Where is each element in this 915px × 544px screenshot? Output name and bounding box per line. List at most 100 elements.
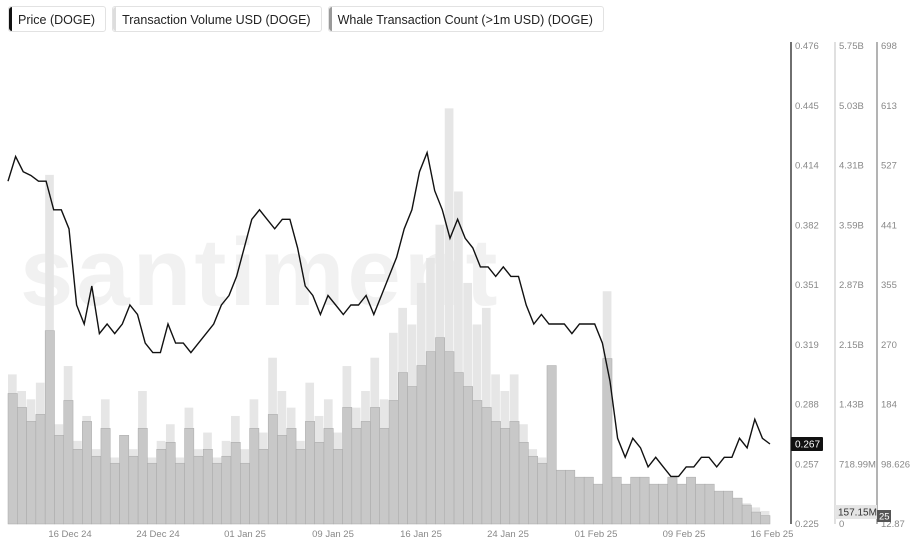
whale-current-badge (877, 510, 891, 522)
whale-bar (518, 442, 529, 525)
whale-bar (137, 428, 148, 525)
whale-bar (425, 351, 436, 525)
legend-item-volume[interactable]: Transaction Volume USD (DOGE) (112, 6, 322, 32)
price-axis-tick-label: 0.476 (795, 41, 819, 52)
whale-bar (323, 428, 334, 525)
whale-bar (686, 476, 696, 525)
legend-item-price[interactable]: Price (DOGE) (8, 6, 107, 32)
whale-axis-tick-label: 184 (881, 400, 897, 411)
whale-bar (407, 386, 418, 525)
whale-axis-tick-label: 12.87 (881, 519, 905, 530)
volume-current-badge (835, 505, 877, 519)
price-line (7, 150, 771, 478)
whale-bar (630, 476, 641, 525)
price-axis-tick-label: 0.351 (795, 280, 819, 291)
price-current-label: 0.267 (795, 440, 820, 451)
whale-bar (732, 497, 743, 525)
whale-bar (537, 462, 548, 525)
whale-bar (593, 483, 603, 525)
legend: Price (DOGE) Transaction Volume USD (DOG… (8, 6, 604, 32)
whale-bar (165, 442, 176, 525)
whale-axis-tick-label: 527 (881, 161, 897, 172)
price-axis-tick-label: 0.288 (795, 400, 819, 411)
whale-bar (175, 462, 185, 525)
whale-bar (277, 435, 288, 525)
whale-current-label: 25 (879, 512, 890, 523)
volume-axis-tick-label: 0 (839, 519, 844, 530)
whale-bar (648, 483, 659, 525)
whale-bar (100, 428, 111, 525)
legend-item-whale[interactable]: Whale Transaction Count (>1m USD) (DOGE) (327, 6, 604, 32)
volume-current-label: 157.15M (838, 508, 877, 519)
x-tick-label: 16 Feb 25 (751, 529, 794, 540)
whale-bar (72, 449, 83, 525)
whale-bar (332, 449, 343, 525)
whale-bar (556, 469, 566, 525)
whale-bar (82, 421, 92, 525)
whale-bar (463, 386, 473, 525)
whale-bars (7, 330, 771, 525)
whale-bar (695, 483, 706, 525)
x-tick-label: 16 Jan 25 (400, 529, 442, 540)
whale-axis-tick-label: 441 (881, 220, 897, 231)
volume-axis-tick-label: 718.99M (839, 459, 876, 470)
whale-bar (398, 372, 408, 525)
whale-bar (35, 414, 46, 525)
whale-bar (713, 490, 724, 525)
whale-bar (267, 414, 278, 525)
whale-bar (240, 462, 250, 525)
volume-axis-tick-label: 3.59B (839, 220, 864, 231)
price-axis-tick-label: 0.445 (795, 101, 819, 112)
whale-bar (360, 421, 371, 525)
volume-bar (454, 191, 463, 525)
axes: 0.476 0.445 0.414 0.382 0.351 0.319 0.288 0.257… (790, 41, 910, 530)
price-axis-tick-label: 0.225 (795, 519, 819, 530)
whale-bar (481, 407, 492, 525)
price-axis-tick-label: 0.414 (795, 161, 819, 172)
whale-bar (528, 455, 538, 525)
whale-bar (416, 365, 427, 525)
whale-bar (565, 469, 576, 525)
whale-bar (751, 511, 761, 525)
whale-bar (370, 407, 380, 525)
legend-label-volume: Transaction Volume USD (DOGE) (122, 13, 311, 27)
whale-axis-tick-label: 98.626 (881, 459, 910, 470)
x-axis-ticks: 16 Dec 24 24 Dec 24 01 Jan 25 09 Jan 25 16 J… (48, 529, 793, 540)
whale-bar (295, 449, 306, 525)
legend-label-whale: Whale Transaction Count (>1m USD) (DOGE) (337, 13, 593, 27)
whale-bar (230, 442, 241, 525)
x-tick-label: 01 Feb 25 (575, 529, 618, 540)
whale-bar (490, 421, 501, 525)
price-axis-tick-label: 0.319 (795, 340, 819, 351)
x-tick-label: 24 Dec 24 (136, 529, 179, 540)
whale-axis-tick-label: 698 (881, 41, 897, 52)
whale-bar (193, 455, 204, 525)
whale-bar (119, 435, 130, 525)
price-current-badge (791, 437, 823, 451)
whale-bar (546, 365, 557, 525)
whale-axis-tick-label: 270 (881, 340, 897, 351)
whale-bar (509, 421, 520, 525)
whale-bar (658, 483, 669, 525)
whale-bar (7, 393, 18, 525)
x-tick-label: 09 Jan 25 (312, 529, 354, 540)
whale-bar (704, 483, 715, 525)
volume-bar (444, 108, 454, 524)
whale-bar (602, 358, 613, 525)
whale-bar (63, 400, 74, 525)
price-axis-tick-label: 0.382 (795, 220, 819, 231)
whale-bar (760, 515, 771, 525)
whale-bar (305, 421, 315, 525)
whale-bar (639, 476, 650, 525)
whale-bar (156, 449, 167, 525)
whale-bar (147, 462, 157, 525)
volume-swatch (113, 7, 117, 31)
whale-bar (286, 428, 297, 525)
whale-bar (221, 455, 232, 525)
whale-bar (472, 400, 483, 525)
whale-bar (314, 442, 325, 525)
volume-axis-tick-label: 5.75B (839, 41, 864, 52)
whale-bar (54, 435, 64, 525)
price-axis-tick-label: 0.257 (795, 459, 819, 470)
whale-bar (212, 462, 222, 525)
